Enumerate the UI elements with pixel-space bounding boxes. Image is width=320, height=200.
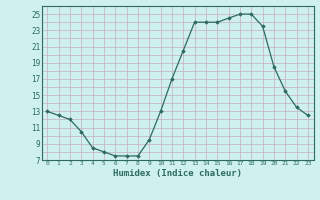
X-axis label: Humidex (Indice chaleur): Humidex (Indice chaleur)	[113, 169, 242, 178]
